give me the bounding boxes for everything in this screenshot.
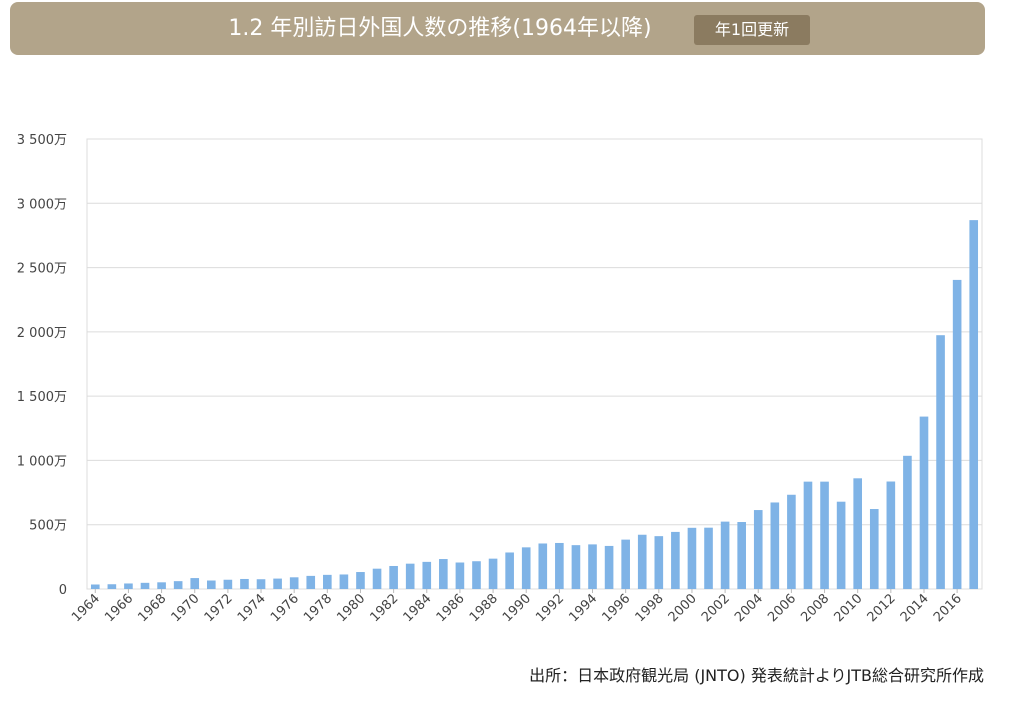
x-tick-label: 1978	[301, 591, 335, 625]
plot-frame	[86, 138, 983, 590]
y-tick-label: 1 500万	[17, 390, 67, 405]
x-tick-label: 1972	[202, 591, 236, 625]
x-tick-label: 1986	[434, 591, 468, 625]
x-tick-label: 2010	[832, 591, 866, 625]
x-tick-label: 2002	[699, 591, 733, 625]
bar-2008	[820, 481, 829, 589]
bar-1989	[505, 552, 514, 589]
title-banner: 1.2 年別訪日外国人数の推移(1964年以降) 年1回更新	[10, 2, 985, 55]
bar-1998	[654, 536, 664, 589]
bar-1967	[140, 582, 150, 589]
chart-title: 1.2 年別訪日外国人数の推移(1964年以降)	[228, 16, 652, 41]
bar-1970	[190, 578, 200, 589]
bar-2016	[952, 279, 962, 589]
bar-1992	[555, 542, 564, 589]
bar-2014	[919, 416, 929, 589]
bar-1995	[604, 545, 614, 589]
bar-1964	[90, 584, 100, 589]
bar-1965	[107, 584, 117, 589]
bar-2005	[770, 502, 780, 589]
source-note: 出所：日本政府観光局 (JNTO) 発表統計よりJTB総合研究所作成	[529, 666, 984, 685]
bar-1977	[306, 575, 316, 589]
y-tick-label: 1 000万	[17, 454, 67, 469]
x-tick-label: 1964	[69, 591, 103, 625]
x-axis-ticks: 1964 1966 1968 1970 1972 1974 1976 1978 1980 1982…	[69, 589, 965, 625]
x-tick-label: 1968	[135, 591, 169, 625]
y-tick-label: 3 500万	[17, 133, 67, 148]
bar-1979	[339, 574, 349, 589]
bar-2002	[720, 521, 730, 589]
bar-1972	[223, 579, 233, 589]
bar-1975	[273, 578, 282, 589]
bar-1985	[439, 559, 448, 589]
bar-1973	[240, 578, 249, 589]
x-tick-label: 1988	[467, 591, 501, 625]
bar-1993	[571, 545, 581, 589]
x-tick-label: 1966	[102, 591, 136, 625]
x-tick-label: 1984	[401, 591, 435, 625]
x-tick-label: 2004	[732, 591, 766, 625]
bar-2015	[936, 335, 945, 589]
bar-1987	[472, 561, 481, 589]
bar-1968	[157, 582, 166, 589]
x-tick-label: 1996	[599, 591, 633, 625]
bar-2001	[704, 527, 713, 589]
bar-2000	[687, 527, 697, 589]
bar-2010	[853, 478, 863, 589]
bar-1978	[323, 574, 332, 589]
x-tick-label: 1998	[633, 591, 667, 625]
bar-2013	[903, 455, 912, 589]
x-tick-label: 1992	[533, 591, 567, 625]
x-tick-label: 2014	[898, 591, 932, 625]
bar-1996	[621, 539, 630, 589]
bar-1991	[538, 543, 548, 589]
bar-1990	[521, 547, 531, 589]
bar-2011	[869, 509, 879, 589]
bar-1974	[256, 579, 266, 589]
bar-1988	[488, 558, 498, 589]
x-tick-label: 2006	[765, 591, 799, 625]
y-tick-label: 0	[59, 583, 67, 598]
bar-1981	[372, 568, 382, 589]
bar-1984	[422, 561, 432, 589]
grid-lines	[86, 138, 983, 590]
bar-1982	[389, 565, 398, 589]
y-tick-label: 2 500万	[17, 262, 67, 277]
bar-1997	[637, 534, 647, 589]
bar-1971	[206, 580, 216, 589]
bar-1980	[356, 572, 365, 589]
bar-2009	[836, 501, 846, 589]
x-tick-label: 2008	[798, 591, 832, 625]
bar-2007	[803, 481, 813, 589]
x-tick-label: 1976	[268, 591, 302, 625]
x-tick-label: 1994	[566, 591, 600, 625]
bar-2006	[787, 494, 796, 589]
bar-2017	[969, 220, 979, 589]
x-tick-label: 1970	[169, 591, 203, 625]
bar-1983	[405, 563, 415, 589]
x-tick-label: 1980	[334, 591, 368, 625]
y-axis-ticks: 0 500万 1 000万 1 500万 2 000万 2 500万 3 000万 3 500…	[17, 133, 67, 598]
x-tick-label: 2012	[865, 591, 899, 625]
y-tick-label: 3 000万	[17, 197, 67, 212]
bar-2012	[886, 481, 896, 589]
bar-2003	[737, 522, 746, 589]
y-tick-label: 2 000万	[17, 326, 67, 341]
x-tick-label: 2000	[666, 591, 700, 625]
update-frequency-badge: 年1回更新	[694, 15, 810, 45]
x-tick-label: 2016	[931, 591, 965, 625]
bar-1986	[455, 562, 465, 589]
bar-1994	[588, 544, 597, 589]
x-tick-label: 1990	[500, 591, 534, 625]
bar-1966	[124, 583, 133, 589]
y-tick-label: 500万	[29, 519, 67, 534]
bar-1969	[173, 581, 183, 589]
bar-2004	[753, 510, 763, 589]
bar-1976	[289, 577, 299, 589]
x-tick-label: 1974	[235, 591, 269, 625]
bar-1999	[671, 531, 680, 589]
bars	[90, 220, 979, 589]
x-tick-label: 1982	[367, 591, 401, 625]
